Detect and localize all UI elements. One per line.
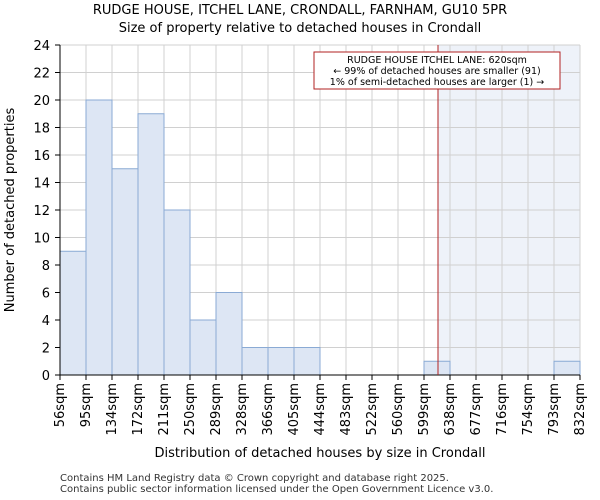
annotation-line: ← 99% of detached houses are smaller (91… [333,66,540,77]
y-tick-label: 6 [42,287,50,302]
y-tick-label: 4 [42,314,50,329]
histogram-bar [553,360,581,376]
histogram-bar [85,99,113,376]
histogram-bar [137,113,165,376]
x-tick-label: 754sqm [521,383,536,436]
y-tick-label: 14 [33,177,50,192]
annotation-box [313,51,561,90]
histogram-bar [215,292,243,376]
x-tick-label: 95sqm [79,383,94,427]
y-tick-label: 18 [33,122,50,137]
y-tick-label: 8 [42,259,50,274]
histogram-bar [267,347,295,376]
x-tick-label: 444sqm [313,383,328,436]
y-tick-label: 16 [33,149,50,164]
x-tick-label: 599sqm [417,383,432,436]
chart-subtitle: Size of property relative to detached ho… [118,21,482,36]
y-axis-label: Number of detached properties [3,108,18,313]
histogram-bar [59,250,87,376]
y-tick-label: 0 [42,369,50,384]
y-tick-label: 10 [33,232,50,247]
x-tick-label: 677sqm [469,383,484,436]
histogram-bar [293,347,321,376]
x-tick-label: 172sqm [131,383,146,436]
x-tick-label: 134sqm [105,383,120,436]
annotation-line: 1% of semi-detached houses are larger (1… [330,77,544,88]
x-tick-label: 250sqm [183,383,198,436]
x-tick-label: 483sqm [339,383,354,436]
histogram-bar [111,168,139,376]
chart-title: RUDGE HOUSE, ITCHEL LANE, CRONDALL, FARN… [92,3,508,18]
x-axis-label: Distribution of detached houses by size … [155,446,486,461]
histogram-bar [423,360,451,376]
footer-licence: Contains public sector information licen… [60,484,494,495]
x-tick-label: 56sqm [53,383,68,427]
annotation-line: RUDGE HOUSE ITCHEL LANE: 620sqm [347,55,527,66]
y-tick-label: 2 [42,342,50,357]
y-tick-label: 22 [33,67,50,82]
histogram-bar [189,319,217,376]
x-tick-label: 560sqm [391,383,406,436]
x-tick-label: 522sqm [365,383,380,436]
x-tick-label: 405sqm [287,383,302,436]
y-tick-label: 20 [33,94,50,109]
y-tick-label: 12 [33,204,50,219]
x-tick-label: 793sqm [547,383,562,436]
histogram-bar [163,209,191,376]
footer-copyright: Contains HM Land Registry data © Crown c… [60,473,449,484]
histogram-bar [241,347,269,376]
x-tick-label: 328sqm [235,383,250,436]
x-tick-label: 211sqm [157,383,172,436]
y-tick-label: 24 [33,39,50,54]
x-tick-label: 638sqm [443,383,458,436]
x-tick-label: 716sqm [495,383,510,436]
x-tick-label: 366sqm [261,383,276,436]
x-tick-label: 832sqm [573,383,588,436]
x-tick-label: 289sqm [209,383,224,436]
